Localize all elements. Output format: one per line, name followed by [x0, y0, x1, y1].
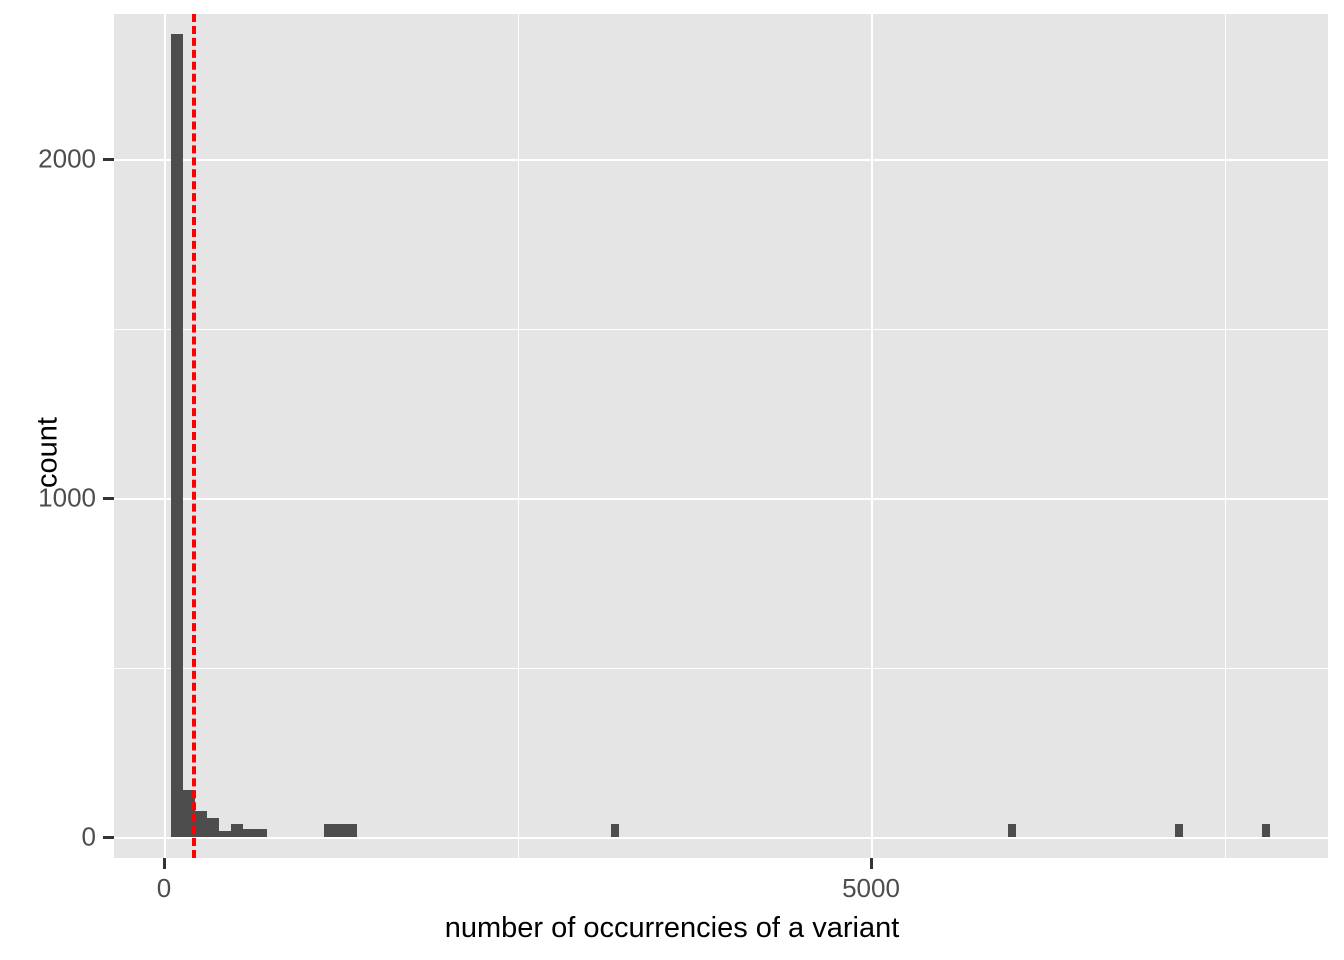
histogram-bar — [255, 829, 267, 837]
histogram-bar — [1008, 824, 1016, 837]
histogram-bar — [231, 824, 243, 837]
histogram-bar — [171, 34, 183, 837]
histogram-bar — [1262, 824, 1270, 837]
histogram-bar — [207, 818, 219, 837]
gridline-horizontal-minor — [114, 667, 1328, 669]
gridline-horizontal-major — [114, 159, 1328, 162]
plot-panel — [114, 14, 1328, 858]
histogram-bar — [324, 824, 357, 837]
y-axis-tick-mark — [103, 496, 114, 500]
gridline-horizontal-major — [114, 837, 1328, 840]
x-axis-tick-mark — [869, 858, 873, 869]
y-axis-tick-label: 0 — [81, 821, 96, 852]
mean-threshold-line — [191, 14, 196, 858]
x-axis-tick-mark — [162, 858, 166, 869]
gridline-vertical-major — [164, 14, 167, 858]
histogram-bar — [195, 811, 207, 837]
gridline-vertical-minor — [517, 14, 519, 858]
histogram-bar — [1175, 824, 1183, 837]
histogram-bar — [611, 824, 619, 837]
gridline-horizontal-minor — [114, 328, 1328, 330]
histogram-bar — [219, 831, 231, 837]
y-axis-tick-mark — [103, 835, 114, 839]
x-axis-tick-label: 5000 — [842, 873, 900, 903]
histogram-bar — [243, 829, 255, 837]
y-axis-tick-mark — [103, 157, 114, 161]
gridline-horizontal-major — [114, 498, 1328, 501]
gridline-vertical-major — [871, 14, 874, 858]
y-axis-title: count — [31, 417, 64, 488]
x-axis-title: number of occurrencies of a variant — [444, 912, 900, 944]
gridline-vertical-minor — [1224, 14, 1226, 858]
y-axis-tick-label: 1000 — [38, 482, 96, 513]
y-axis-tick-label: 2000 — [38, 143, 96, 174]
x-axis-tick-label: 0 — [156, 873, 172, 903]
